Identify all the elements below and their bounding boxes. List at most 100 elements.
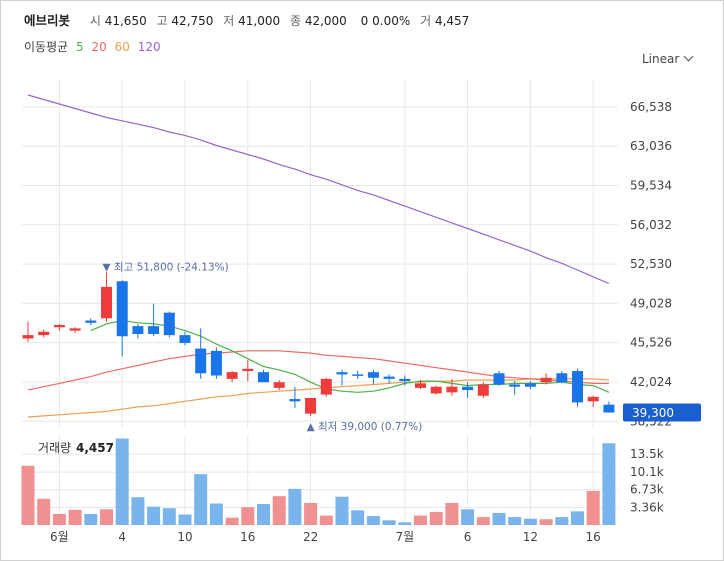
candle-body (163, 312, 175, 336)
volume-bar (194, 474, 208, 525)
candle-body (148, 326, 160, 334)
volume-bar (586, 490, 600, 525)
candle-body (446, 386, 458, 393)
candle-body (53, 325, 65, 328)
candle-body (383, 376, 395, 379)
x-tick-label: 4 (118, 530, 126, 544)
volume-bar (335, 496, 349, 525)
volume-tick-label: 6.73k (630, 483, 664, 497)
price-tick-label: 59,534 (630, 179, 672, 193)
candle-body (85, 320, 97, 323)
candle-body (242, 368, 254, 372)
candle-body (493, 373, 505, 385)
candle-body (430, 386, 442, 394)
ma-period-60: 60 (114, 40, 130, 54)
candle-body (38, 331, 50, 336)
candle-body (179, 335, 191, 343)
volume-value: 4,457 (434, 14, 470, 28)
moving-average-legend[interactable]: 이동평균 5 20 60 120 (24, 38, 165, 55)
x-tick-label: 10 (177, 530, 192, 544)
volume-bar (382, 520, 396, 525)
volume-bar (414, 515, 427, 525)
volume-bar (319, 515, 333, 525)
candle-body (603, 404, 615, 413)
price-tick-label: 45,526 (630, 336, 672, 350)
candle-body (305, 397, 317, 414)
volume-bar (508, 517, 522, 525)
candle-body (132, 326, 144, 334)
candle-body (509, 384, 521, 387)
volume-panel-value: 4,457 (76, 441, 114, 455)
candle-body (210, 350, 222, 376)
price-tick-label: 42,024 (630, 375, 672, 389)
volume-bar (272, 496, 286, 525)
volume-bar (571, 511, 584, 525)
volume-bar (429, 511, 443, 525)
volume-bar (147, 506, 161, 525)
candle-body (258, 372, 269, 383)
price-tick-label: 66,538 (630, 100, 672, 114)
volume-bar (178, 514, 192, 525)
candle-body (367, 372, 379, 378)
scale-selector-label: Linear (642, 52, 680, 66)
price-tick-label: 56,032 (630, 218, 672, 232)
x-tick-label: 22 (303, 530, 318, 544)
close-label: 종 (289, 14, 301, 28)
volume-tick-label: 3.36k (630, 500, 664, 514)
candle-body (336, 372, 348, 375)
candle-body (320, 378, 332, 395)
scale-selector[interactable]: Linear (642, 51, 694, 66)
x-tick-label: 16 (586, 530, 601, 544)
volume-bar (523, 518, 537, 525)
volume-bar (476, 517, 490, 525)
volume-bar (131, 497, 145, 525)
volume-bar (602, 443, 616, 525)
x-tick-label: 6 (464, 530, 472, 544)
candle-body (22, 335, 34, 339)
volume-bar (100, 509, 113, 525)
volume-bar (241, 507, 255, 525)
volume-tick-label: 10.1k (630, 465, 664, 479)
volume-bar (461, 509, 475, 525)
close-value: 42,000 (304, 14, 347, 28)
candle-body (587, 396, 599, 402)
x-tick-label: 12 (523, 530, 538, 544)
stock-name: 에브리봇 (24, 13, 71, 28)
price-tick-label: 52,530 (630, 257, 672, 271)
candle-body (399, 378, 411, 382)
volume-bar (225, 517, 239, 525)
volume-bar (68, 509, 82, 525)
ma-period-5: 5 (76, 40, 84, 54)
volume-bar (288, 488, 302, 525)
candle-body (116, 281, 128, 337)
candle-body (101, 286, 112, 319)
candle-body (462, 386, 474, 391)
volume-bar (84, 513, 98, 525)
candle-body (524, 383, 536, 387)
ma-legend-label: 이동평균 (24, 40, 69, 54)
high-value: 42,750 (171, 14, 214, 28)
ma5-line (90, 319, 610, 393)
candle-body (195, 348, 207, 374)
volume-bar (37, 498, 51, 525)
volume-panel-label: 거래량 (38, 441, 71, 455)
current-price-tag (623, 403, 701, 422)
volume-bar (351, 510, 365, 525)
volume-bar (445, 502, 459, 525)
volume-bar (257, 504, 270, 525)
candle-body (540, 377, 552, 383)
volume-bar (52, 513, 66, 525)
ma-period-20: 20 (91, 40, 107, 54)
low-value: 41,000 (238, 14, 281, 28)
volume-bar (398, 522, 412, 525)
volume-bar (492, 512, 506, 525)
candle-body (226, 372, 238, 379)
candle-body (572, 371, 583, 403)
current-price-label: 39,300 (632, 406, 674, 420)
high-label: 고 (156, 14, 168, 28)
x-tick-label: 7월 (395, 530, 414, 544)
candle-body (556, 373, 568, 383)
price-tick-label: 49,028 (630, 296, 672, 310)
candle-body (415, 383, 426, 388)
